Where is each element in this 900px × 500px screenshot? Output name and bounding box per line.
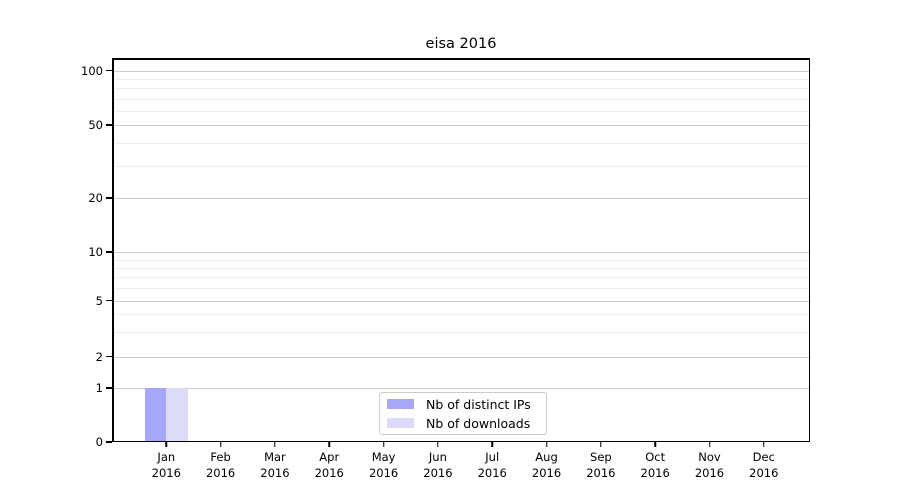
y-tick-label: 1	[95, 381, 103, 395]
y-minor-gridline	[112, 277, 810, 278]
y-major-gridline	[112, 70, 810, 72]
x-tick-month: May	[371, 450, 396, 464]
y-major-gridline	[112, 252, 810, 253]
y-minor-gridline	[112, 88, 810, 90]
x-tick-month: Apr	[319, 450, 340, 464]
y-major-gridline	[112, 125, 810, 126]
y-minor-gridline	[112, 98, 810, 100]
bar-nb-of-distinct-ips	[144, 388, 167, 442]
x-tick-label: Aug 2016	[512, 450, 582, 481]
y-minor-gridline	[112, 314, 810, 316]
x-tick-year: 2016	[423, 465, 453, 480]
x-tick-label: May 2016	[349, 450, 419, 481]
y-minor-gridline	[112, 287, 810, 289]
x-tick-label: Oct 2016	[620, 450, 690, 481]
y-tick-label: 5	[95, 293, 103, 308]
y-tick-mark	[106, 197, 112, 199]
bottom-spine	[112, 440, 810, 442]
y-tick-mark	[106, 441, 112, 443]
x-tick-year: 2016	[531, 465, 562, 480]
x-tick-mark	[491, 442, 493, 447]
x-tick-year: 2016	[368, 465, 399, 480]
legend: Nb of distinct IPs Nb of downloads	[379, 392, 547, 435]
y-tick-label: 50	[88, 118, 103, 132]
y-tick-mark	[106, 299, 112, 302]
y-tick-mark	[106, 355, 112, 358]
x-tick-year: 2016	[586, 465, 616, 480]
x-tick-month: Dec	[752, 450, 775, 464]
y-major-gridline	[112, 388, 810, 389]
x-tick-label: Nov 2016	[675, 450, 745, 481]
x-tick-year: 2016	[151, 465, 181, 480]
x-tick-year: 2016	[640, 465, 670, 480]
x-tick-year: 2016	[477, 465, 507, 480]
y-major-gridline	[112, 356, 810, 358]
legend-item: Nb of distinct IPs	[387, 397, 539, 412]
bar-nb-of-downloads	[166, 388, 188, 442]
x-tick-month: Oct	[645, 450, 666, 464]
y-minor-gridline	[112, 267, 810, 269]
y-major-gridline	[112, 198, 810, 199]
x-tick-year: 2016	[314, 465, 344, 480]
x-tick-mark	[763, 442, 765, 447]
x-tick-label: Sep 2016	[566, 450, 636, 481]
y-minor-gridline	[112, 259, 810, 261]
y-tick-mark	[106, 387, 112, 389]
x-tick-label: Jul 2016	[457, 450, 527, 481]
x-tick-year: 2016	[749, 465, 779, 480]
y-tick-label: 20	[88, 191, 103, 205]
x-tick-label: Dec 2016	[729, 450, 799, 481]
y-major-gridline	[112, 300, 810, 302]
x-tick-month: Sep	[590, 450, 612, 464]
x-tick-month: Aug	[535, 450, 558, 464]
x-tick-label: Jun 2016	[403, 450, 473, 481]
right-spine	[808, 58, 810, 442]
legend-item: Nb of downloads	[387, 416, 539, 431]
y-tick-label: 10	[88, 245, 103, 259]
x-tick-label: Feb 2016	[186, 450, 256, 481]
x-tick-label: Jan 2016	[131, 450, 201, 481]
legend-swatch	[387, 399, 414, 409]
y-tick-label: 100	[81, 63, 103, 78]
x-tick-label: Mar 2016	[240, 450, 310, 481]
x-tick-mark	[382, 442, 385, 447]
y-tick-mark	[106, 251, 112, 253]
top-spine	[112, 58, 810, 60]
y-tick-mark	[106, 124, 112, 126]
y-tick-mark	[106, 69, 112, 72]
x-tick-mark	[328, 442, 330, 447]
legend-label: Nb of downloads	[426, 415, 531, 431]
legend-swatch	[387, 418, 414, 428]
y-minor-gridline	[112, 142, 810, 144]
x-tick-mark	[165, 442, 168, 447]
x-tick-month: Nov	[698, 450, 721, 464]
x-tick-month: Mar	[264, 450, 286, 464]
legend-label: Nb of distinct IPs	[426, 396, 531, 412]
x-tick-year: 2016	[694, 465, 725, 480]
y-tick-label: 2	[95, 349, 103, 364]
x-tick-mark	[708, 442, 711, 447]
x-tick-year: 2016	[260, 465, 290, 480]
x-tick-year: 2016	[205, 465, 236, 480]
x-tick-mark	[219, 442, 222, 447]
y-tick-label: 0	[95, 435, 103, 449]
y-minor-gridline	[112, 78, 810, 80]
left-spine	[112, 58, 114, 442]
x-tick-month: Jun	[428, 450, 447, 464]
chart-title: eisa 2016	[425, 36, 497, 52]
y-minor-gridline	[112, 165, 810, 167]
x-tick-mark	[437, 442, 439, 447]
y-minor-gridline	[112, 331, 810, 333]
y-minor-gridline	[112, 110, 810, 112]
x-tick-mark	[654, 442, 656, 447]
plot-area: Nb of distinct IPs Nb of downloads 0 1 2 5 10…	[81, 58, 810, 480]
x-tick-mark	[274, 442, 276, 447]
x-tick-mark	[600, 442, 602, 447]
x-tick-mark	[545, 442, 548, 447]
x-tick-month: Jul	[485, 450, 500, 464]
x-tick-month: Feb	[210, 450, 231, 464]
x-tick-month: Jan	[157, 450, 176, 464]
x-tick-label: Apr 2016	[294, 450, 364, 481]
